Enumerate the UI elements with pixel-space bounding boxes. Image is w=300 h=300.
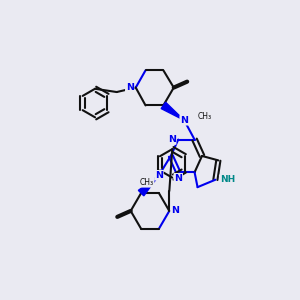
Text: N: N (180, 116, 188, 125)
Text: NH: NH (220, 175, 235, 184)
Text: N: N (171, 206, 179, 215)
Text: CH₃: CH₃ (198, 112, 212, 121)
Text: CH₃: CH₃ (140, 178, 154, 187)
Text: N: N (155, 171, 163, 180)
Polygon shape (138, 175, 159, 196)
Polygon shape (161, 102, 184, 120)
Text: N: N (174, 174, 182, 183)
Text: N: N (168, 135, 176, 144)
Text: N: N (126, 83, 134, 92)
